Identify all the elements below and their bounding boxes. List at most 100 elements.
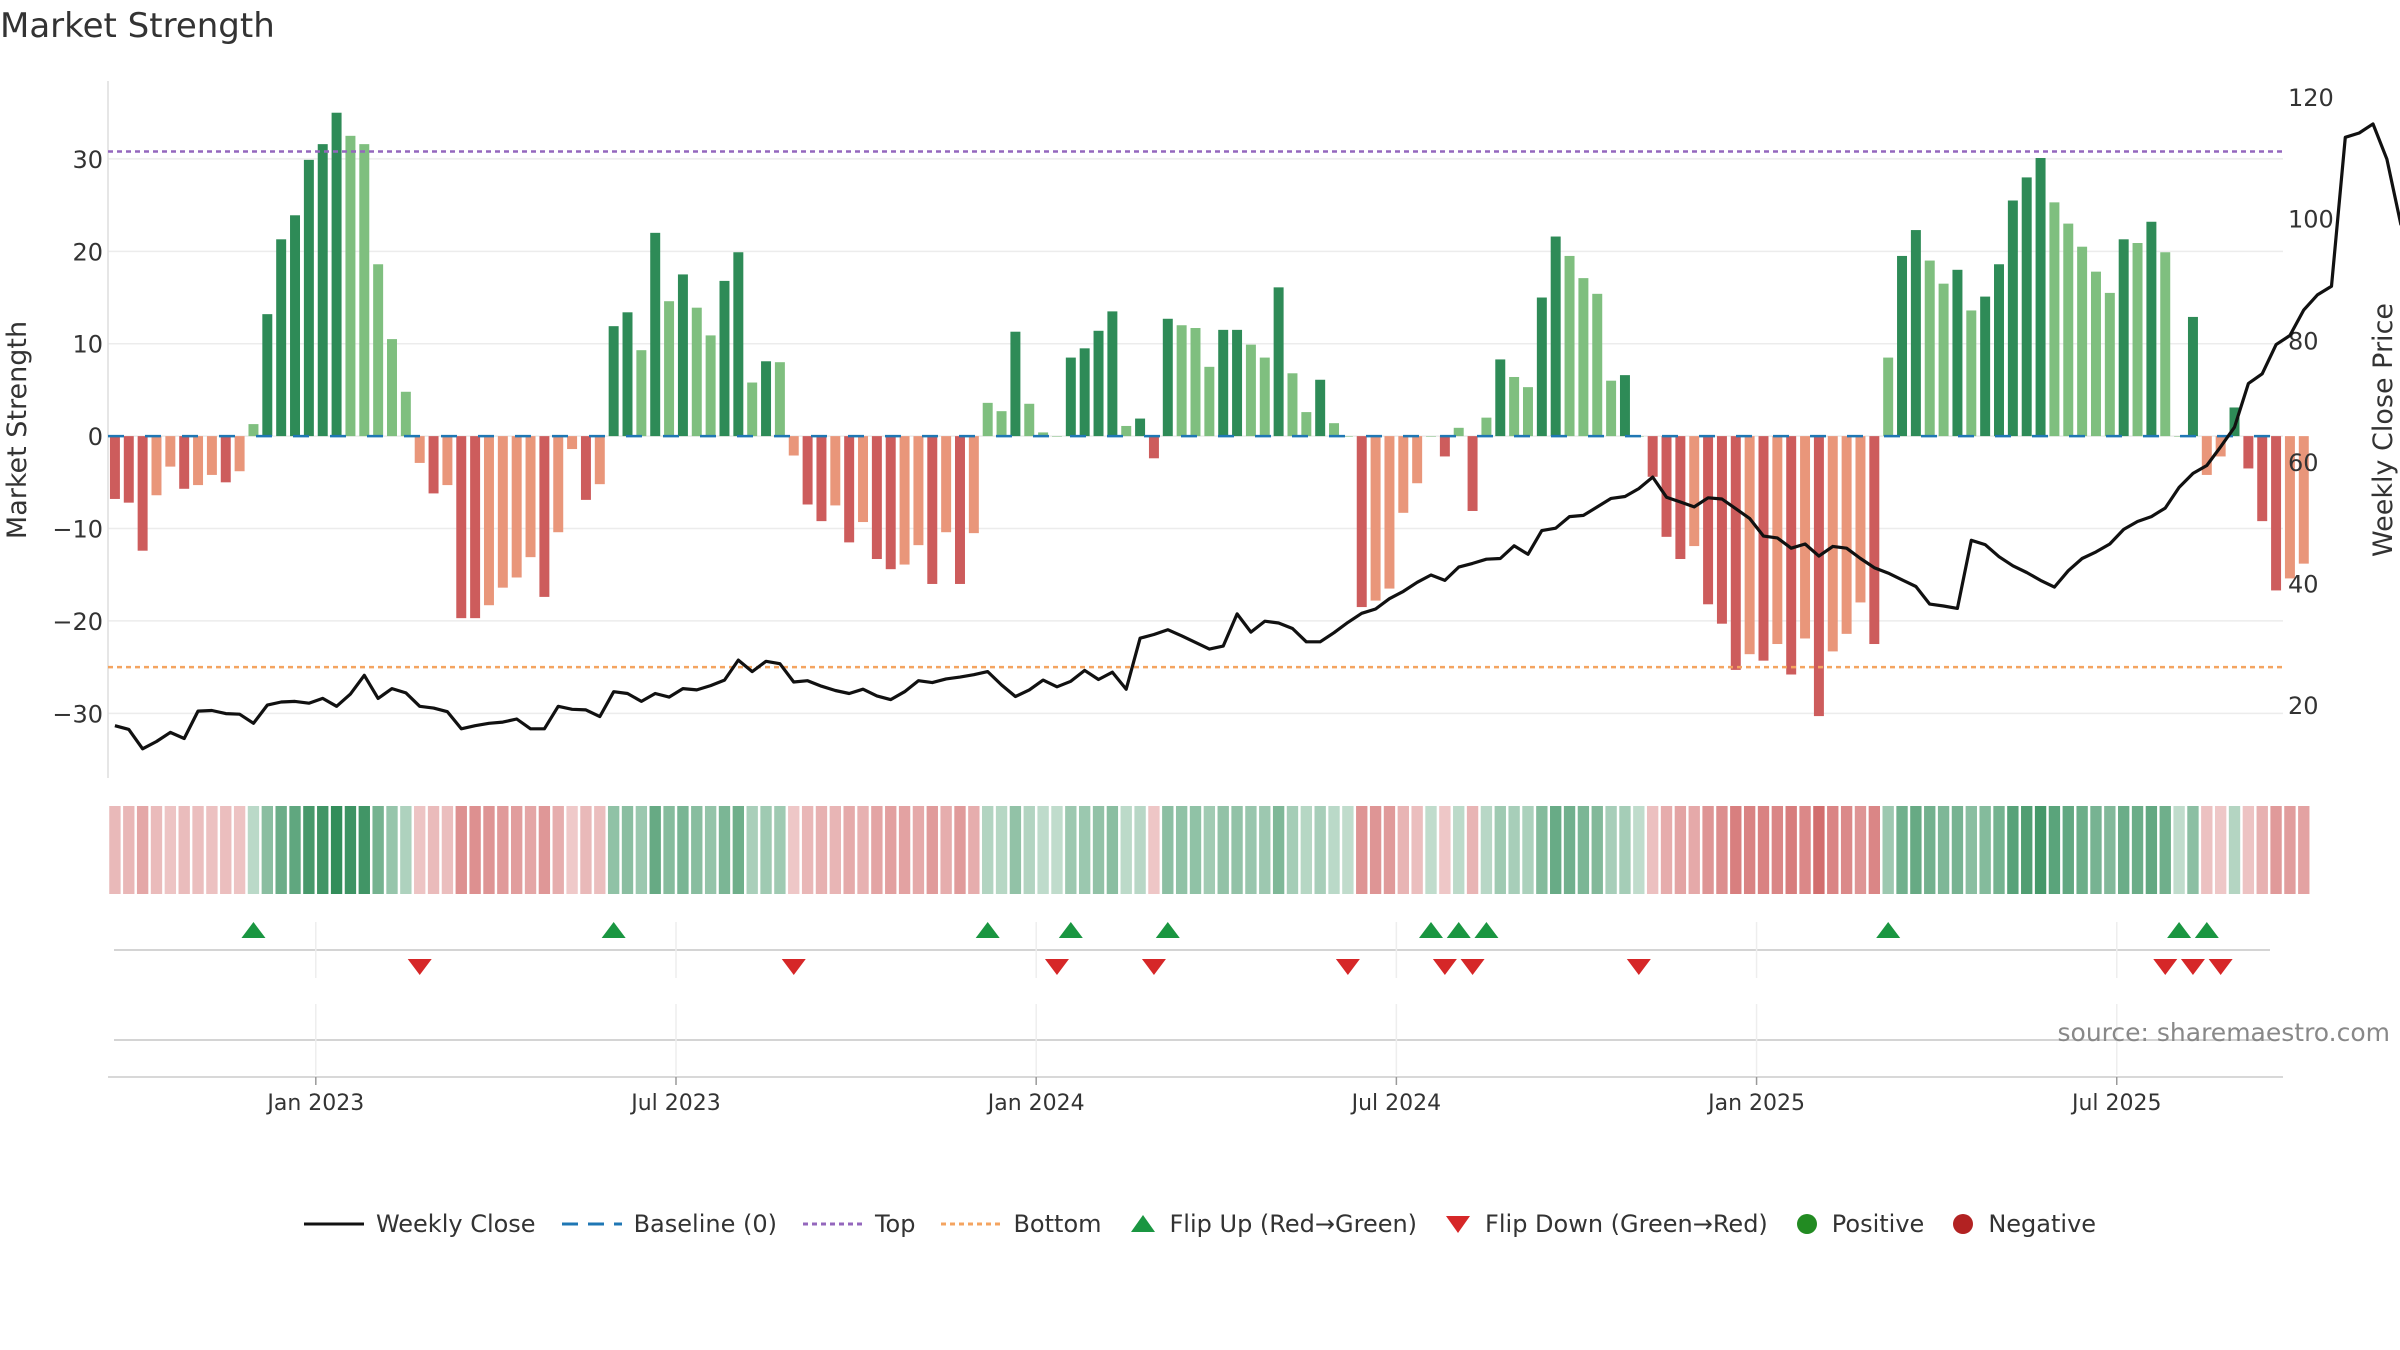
heat-cell <box>2298 806 2310 894</box>
strength-bar <box>982 402 993 437</box>
flip-down-marker <box>2180 959 2205 975</box>
heat-cell <box>1563 806 1576 894</box>
flip-down-marker <box>407 959 432 975</box>
strength-bar <box>2257 436 2268 522</box>
strength-bar <box>137 436 148 551</box>
heat-cell <box>192 806 204 894</box>
x-tick-label: Jan 2025 <box>1706 1091 1805 1116</box>
heat-cell <box>1688 806 1700 894</box>
heat-cell <box>1231 806 1243 894</box>
legend: Weekly Close Baseline (0) Top Bottom Fli… <box>0 1210 2400 1238</box>
heat-cell <box>552 806 564 894</box>
heat-cell <box>1868 806 1881 894</box>
y-tick-label: −30 <box>52 700 103 728</box>
strength-bar <box>871 436 882 560</box>
strength-bar <box>1024 403 1035 437</box>
strength-bar <box>1204 366 1215 437</box>
heat-cell <box>2062 806 2074 894</box>
heat-cell <box>1536 806 1548 894</box>
heat-cell <box>607 806 620 894</box>
strength-bar <box>1384 436 1395 589</box>
heat-cell <box>1965 806 1977 894</box>
heat-cell <box>995 806 1008 894</box>
strength-bar <box>1509 376 1520 437</box>
strength-bar <box>1495 359 1506 437</box>
strength-bar <box>414 436 425 463</box>
heat-cell <box>718 806 731 894</box>
heat-cell <box>1646 806 1659 894</box>
heat-cell <box>1051 806 1063 894</box>
heat-cell <box>2021 806 2033 894</box>
strength-bar <box>1675 436 1686 560</box>
strength-bar <box>1342 436 1353 437</box>
strength-bar <box>331 112 342 437</box>
strength-bar <box>968 436 979 534</box>
heat-cell <box>815 806 828 894</box>
strength-bar <box>1855 436 1866 603</box>
y2-tick-label: 40 <box>2288 570 2319 598</box>
heat-cell <box>1937 806 1950 894</box>
heat-cell <box>1148 806 1160 894</box>
strength-bar <box>1938 283 1949 437</box>
heat-cell <box>1383 806 1396 894</box>
heat-cell <box>1813 806 1825 894</box>
x-tick-label: Jan 2024 <box>986 1091 1085 1116</box>
strength-bar <box>858 436 869 523</box>
heat-cell <box>2159 806 2171 894</box>
heat-cell <box>1466 806 1479 894</box>
heat-cell <box>109 806 121 894</box>
x-tick-label: Jul 2024 <box>1350 1091 1442 1116</box>
strength-bar <box>733 252 744 437</box>
strength-bar <box>1564 255 1575 437</box>
strength-bar <box>1065 357 1076 437</box>
heat-cell <box>1272 806 1285 894</box>
heat-cell <box>843 806 855 894</box>
legend-item-close: Weekly Close <box>303 1210 536 1238</box>
flip-up-marker <box>2194 922 2219 938</box>
heat-cell <box>1328 806 1340 894</box>
chart-title: Market Strength <box>0 6 275 46</box>
heat-cell <box>2090 806 2102 894</box>
heat-cell <box>663 806 675 894</box>
heat-cell <box>344 806 357 894</box>
heat-cell <box>1134 806 1146 894</box>
strength-bar <box>2298 436 2309 564</box>
heat-cell <box>469 806 481 894</box>
heat-cell <box>1425 806 1437 894</box>
flip-up-marker <box>975 922 1000 938</box>
x-tick-label: Jan 2023 <box>265 1091 364 1116</box>
heat-cell <box>1882 806 1894 894</box>
x-axis: Jan 2023 Jul 2023 Jan 2024 Jul 2024 Jan 2025… <box>108 1076 2283 1116</box>
strength-bar <box>1038 432 1049 437</box>
strength-bar <box>622 312 633 437</box>
strength-bar <box>1426 436 1436 437</box>
heat-cell <box>1660 806 1673 894</box>
strength-bar <box>276 239 287 437</box>
heat-cell <box>2270 806 2282 894</box>
heat-cell <box>1827 806 1839 894</box>
strength-bar <box>2007 200 2018 437</box>
strength-bar <box>1980 296 1991 437</box>
flip-down-marker <box>1335 959 1360 975</box>
strength-bar <box>290 215 301 437</box>
dashed-line-swatch-icon <box>561 1222 622 1226</box>
flip-down-marker <box>1626 959 1651 975</box>
heat-cell <box>1106 806 1119 894</box>
strength-bar <box>761 361 772 437</box>
strength-bar <box>2049 202 2060 437</box>
strength-bar <box>719 280 730 437</box>
strength-bar <box>677 274 688 437</box>
heat-cell <box>1993 806 2005 894</box>
heat-cell <box>372 806 384 894</box>
heat-cell <box>1591 806 1603 894</box>
heat-cell <box>1633 806 1645 894</box>
heat-cell <box>1522 806 1534 894</box>
strength-bar <box>1703 436 1714 605</box>
heat-cell <box>317 806 329 894</box>
heat-cell <box>926 806 938 894</box>
heat-cell <box>1453 806 1465 894</box>
heat-cell <box>954 806 966 894</box>
heat-cell <box>1065 806 1077 894</box>
heat-cell <box>538 806 551 894</box>
